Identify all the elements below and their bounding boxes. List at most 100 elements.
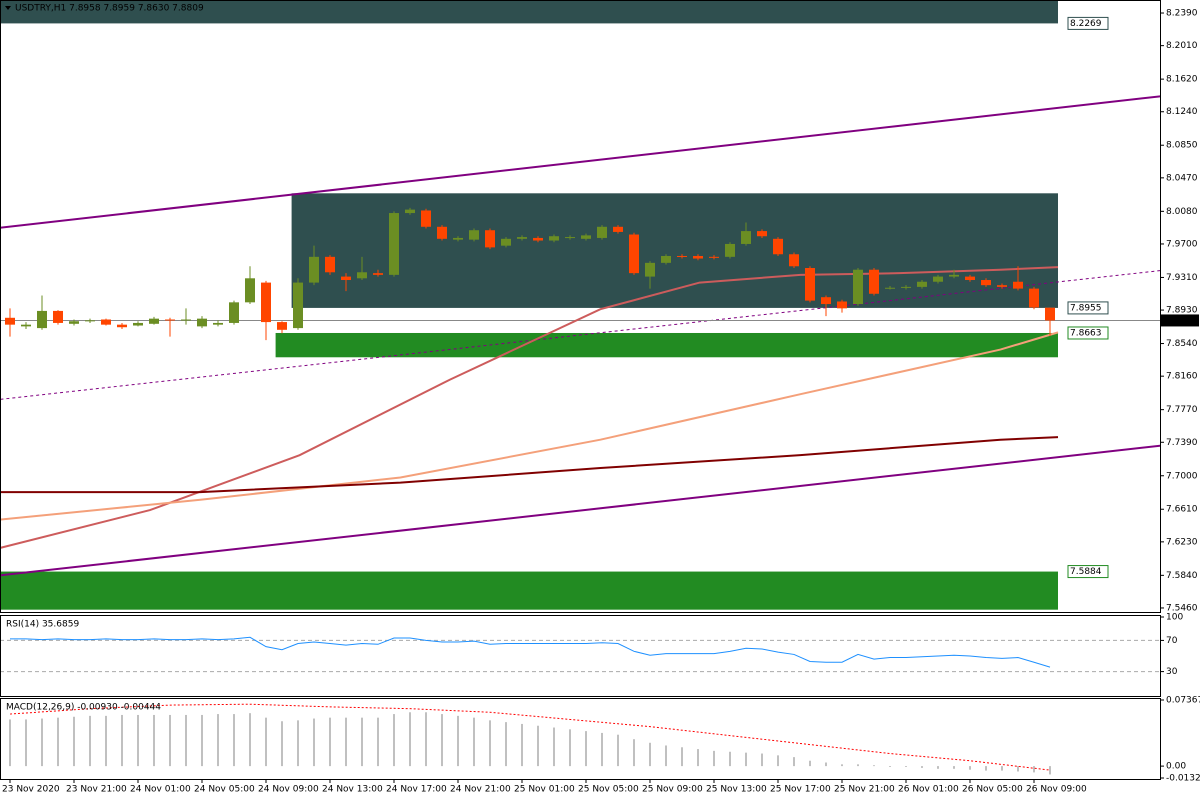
y-tick-label: 0.07367 [1166,696,1200,706]
candle-body [149,318,159,324]
y-tick-label: 8.1620 [1166,75,1198,85]
candle-body [277,322,287,330]
y-tick-label: 7.7770 [1166,405,1198,415]
x-tick-label: 26 Nov 01:00 [898,785,959,795]
zone [275,332,1059,358]
level-label: 7.5884 [1070,567,1102,577]
y-tick-label: 7.5460 [1166,603,1198,613]
y-tick-label: 8.0850 [1166,141,1198,151]
candle-body [677,255,687,257]
candle-body [101,319,111,325]
candle-body [837,301,847,309]
moving-average [1,266,1059,549]
x-tick-label: 25 Nov 09:00 [642,785,703,795]
overlay: USDTRY,H1 7.8958 7.8959 7.8630 7.8809 RS… [2,4,1200,795]
price-plot [1,1,1160,610]
candle-body [709,256,719,258]
candle-body [661,255,671,263]
rsi-line [10,636,1051,668]
x-tick-label: 23 Nov 21:00 [66,785,127,795]
candle-body [789,254,799,267]
x-tick-label: 25 Nov 13:00 [706,785,767,795]
y-tick-label: 7.7390 [1166,438,1198,448]
level-label: 8.2269 [1070,19,1102,29]
rsi-title: RSI(14) 35.6859 [6,620,79,630]
candle-body [597,226,607,238]
y-tick-label: 7.8160 [1166,372,1198,382]
candle-body [917,281,927,287]
level-label-box [1067,326,1109,340]
candle-body [69,321,79,324]
candle-body [885,287,895,289]
candle-body [613,226,623,232]
candle-body [309,256,319,283]
y-tick-label: 8.2390 [1166,9,1198,19]
y-tick-label: 7.9700 [1166,239,1198,249]
signal-line [9,703,1051,771]
candle-body [821,297,831,305]
candle-body [53,310,63,323]
trendline [1,444,1160,577]
y-tick-label: 8.0470 [1166,173,1198,183]
y-tick-label: 7.7000 [1166,471,1198,481]
candle-body [357,272,367,279]
trendline [1,95,1160,229]
candle-body [469,230,479,240]
candle-body [485,230,495,248]
y-tick-label: 0.00 [1166,762,1186,772]
rsi-pane [0,615,1161,697]
x-tick-label: 25 Nov 17:00 [770,785,831,795]
candle-body [453,237,463,240]
level-label-box [1067,301,1109,315]
candle-body [741,231,751,244]
candle-body [181,319,191,321]
candle-body [565,237,575,239]
candle-body [213,322,223,325]
y-tick-label: 7.6610 [1166,505,1198,515]
candle-body [1013,281,1023,289]
candle-body [421,210,431,227]
candle-body [373,273,383,275]
candle-body [501,238,511,246]
x-tick-label: 24 Nov 05:00 [194,785,255,795]
candle-body [133,322,143,326]
candle-body [405,209,415,214]
x-tick-label: 25 Nov 05:00 [578,785,639,795]
candle-body [197,318,207,327]
trendline [1,270,1160,400]
macd-pane [0,698,1161,780]
x-tick-label: 26 Nov 09:00 [1026,785,1087,795]
y-tick-label: 7.8540 [1166,339,1198,349]
candle-body [645,262,655,277]
y-tick-label: 7.8930 [1166,306,1198,316]
candle-body [725,243,735,257]
candle-body [437,226,447,239]
candle-body [757,231,767,237]
candle-body [933,276,943,282]
candle-body [117,324,127,328]
candle-body [581,235,591,239]
y-tick-label: 7.6230 [1166,537,1198,547]
level-label-box [1067,565,1109,579]
candle-body [629,234,639,274]
candle-body [229,302,239,323]
zone [1,571,1058,610]
macd-title: MACD(12,26,9) -0.00930 -0.00444 [6,703,161,713]
candle-body [1029,288,1039,308]
last-price-box [1161,314,1199,327]
rsi-plot [1,636,1160,673]
candle-body [1045,307,1055,321]
candle-body [773,238,783,255]
x-tick-label: 24 Nov 01:00 [130,785,191,795]
y-tick-label: 8.1240 [1166,107,1198,117]
x-tick-label: 24 Nov 09:00 [258,785,319,795]
level-label-box [1067,16,1109,30]
candle-body [981,280,991,286]
y-tick-label: 30 [1166,667,1178,677]
x-tick-label: 24 Nov 13:00 [322,785,383,795]
y-tick-label: 100 [1166,613,1183,623]
candle-body [853,269,863,305]
zone [1,1,1058,24]
x-tick-label: 26 Nov 05:00 [962,785,1023,795]
